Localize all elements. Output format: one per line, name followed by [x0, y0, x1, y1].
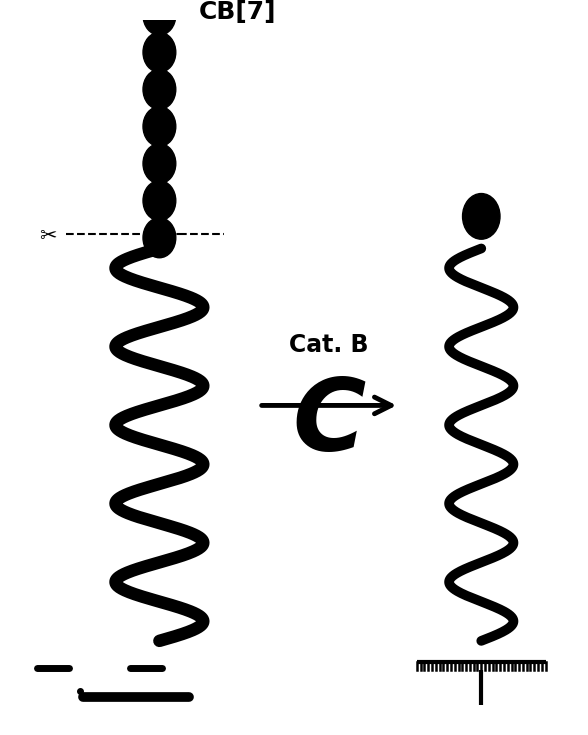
Circle shape: [143, 107, 176, 146]
Circle shape: [143, 0, 176, 35]
Text: ✂: ✂: [39, 226, 57, 245]
Text: Cat. B: Cat. B: [289, 333, 369, 356]
Circle shape: [143, 181, 176, 220]
Circle shape: [143, 69, 176, 110]
Text: C: C: [292, 375, 366, 472]
Circle shape: [143, 32, 176, 72]
Circle shape: [143, 143, 176, 184]
Circle shape: [143, 218, 176, 258]
Text: CB[7]: CB[7]: [199, 0, 277, 24]
Circle shape: [463, 193, 500, 239]
